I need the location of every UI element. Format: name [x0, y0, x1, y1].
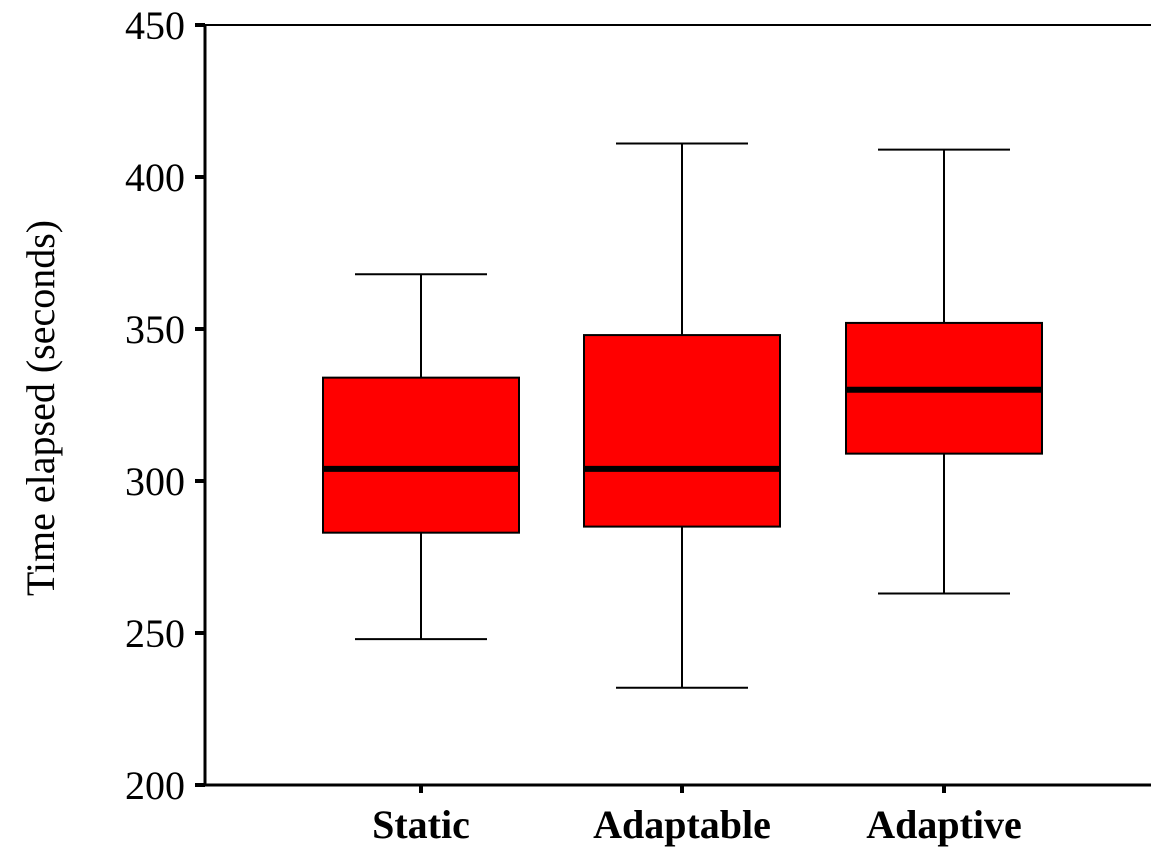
y-tick-label: 400 — [125, 155, 185, 200]
y-axis-title: Time elapsed (seconds) — [18, 220, 63, 596]
iqr-box — [322, 376, 520, 534]
category-label-adaptive: Adaptive — [866, 802, 1022, 847]
y-tick-label: 450 — [125, 3, 185, 48]
y-tick-label: 200 — [125, 763, 185, 808]
category-label-static: Static — [372, 802, 470, 847]
labels: 200 250 300 350 400 450 Static Adaptable Adaptiv… — [125, 3, 1022, 847]
axes — [195, 23, 1151, 793]
box-static — [322, 273, 520, 641]
category-label-adaptable: Adaptable — [593, 802, 771, 847]
iqr-box — [583, 334, 781, 528]
box-adaptive — [845, 148, 1043, 595]
box-adaptable — [583, 142, 781, 689]
y-tick-label: 350 — [125, 307, 185, 352]
y-tick-label: 300 — [125, 459, 185, 504]
boxes — [322, 142, 1043, 689]
y-tick-label: 250 — [125, 611, 185, 656]
